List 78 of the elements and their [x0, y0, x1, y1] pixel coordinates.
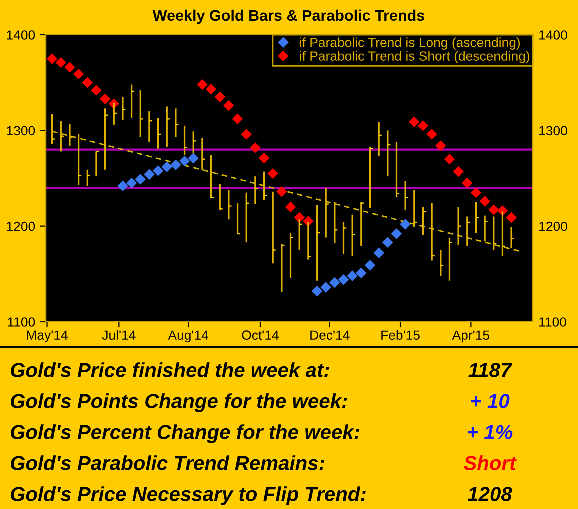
- point: [312, 286, 323, 297]
- text: 1208: [468, 487, 512, 502]
- point: [391, 228, 402, 240]
- point: [435, 140, 446, 152]
- point: [118, 180, 128, 192]
- y-tick-label: 1400: [7, 30, 36, 40]
- point: [91, 85, 102, 96]
- point: [232, 114, 244, 125]
- y-tick-label: 1200: [7, 222, 36, 232]
- point: [241, 129, 252, 140]
- point: [188, 153, 200, 164]
- y2-tick-label: 1200: [540, 222, 568, 232]
- text: Gold's Parabolic Trend Remains:: [10, 456, 325, 470]
- point: [285, 202, 296, 213]
- x-tick-label: Apr'15: [452, 330, 490, 343]
- point: [347, 270, 358, 282]
- point: [276, 186, 288, 198]
- point: [506, 212, 517, 224]
- y-tick-label: 1300: [7, 126, 36, 136]
- y2-tick-label: 1400: [540, 30, 568, 40]
- point: [258, 153, 270, 164]
- point: [330, 277, 340, 288]
- point: [268, 168, 278, 180]
- point: [426, 129, 438, 140]
- point: [179, 156, 190, 167]
- point: [364, 260, 376, 271]
- x-tick-label: Aug'14: [168, 330, 209, 343]
- point: [488, 204, 500, 216]
- point: [100, 94, 111, 104]
- point: [206, 84, 217, 95]
- text: Gold's Percent Change for the week:: [10, 424, 360, 444]
- point: [64, 62, 76, 73]
- point: [73, 68, 84, 80]
- text: + 1%: [468, 425, 513, 440]
- text: Gold's Price finished the week at:: [10, 362, 330, 378]
- text: 1187: [468, 363, 512, 378]
- point: [480, 196, 490, 207]
- y2-tick-label: 1100: [540, 318, 566, 327]
- point: [126, 178, 138, 189]
- point: [170, 160, 182, 171]
- text: Gold's Price Necessary to Flip Trend:: [10, 486, 366, 506]
- point: [382, 237, 394, 248]
- point: [470, 187, 482, 198]
- point: [338, 274, 350, 286]
- text: + 10: [471, 394, 510, 408]
- point: [400, 219, 411, 230]
- point: [453, 166, 464, 178]
- x-tick-label: Jul'14: [102, 330, 136, 340]
- y2-tick-label: 1300: [540, 126, 568, 136]
- point: [409, 116, 420, 128]
- chart-title: Weekly Gold Bars & Parabolic Trends: [152, 10, 425, 24]
- point: [444, 154, 456, 165]
- point: [152, 165, 164, 176]
- point: [356, 268, 367, 279]
- legend-label: if Parabolic Trend is Short (descending): [300, 51, 530, 64]
- x-tick-label: Dec'14: [310, 330, 350, 340]
- point: [250, 142, 261, 154]
- text: Gold's Points Change for the week:: [10, 394, 348, 412]
- point: [224, 100, 234, 112]
- point: [162, 162, 173, 172]
- point: [46, 54, 58, 64]
- point: [374, 248, 384, 259]
- point: [418, 120, 429, 132]
- legend-label: if Parabolic Trend is Long (ascending): [300, 38, 520, 50]
- x-tick-label: May'14: [27, 330, 68, 343]
- x-tick-label: Feb'15: [382, 330, 420, 340]
- text: Short: [464, 456, 517, 470]
- point: [320, 282, 332, 293]
- point: [56, 57, 67, 68]
- point: [197, 79, 208, 90]
- point: [462, 178, 473, 189]
- point: [294, 212, 305, 224]
- point: [214, 92, 226, 103]
- x-tick-label: Oct'14: [242, 330, 279, 340]
- point: [144, 169, 155, 180]
- point: [82, 77, 94, 88]
- point: [135, 174, 146, 185]
- y-tick-label: 1100: [8, 318, 36, 327]
